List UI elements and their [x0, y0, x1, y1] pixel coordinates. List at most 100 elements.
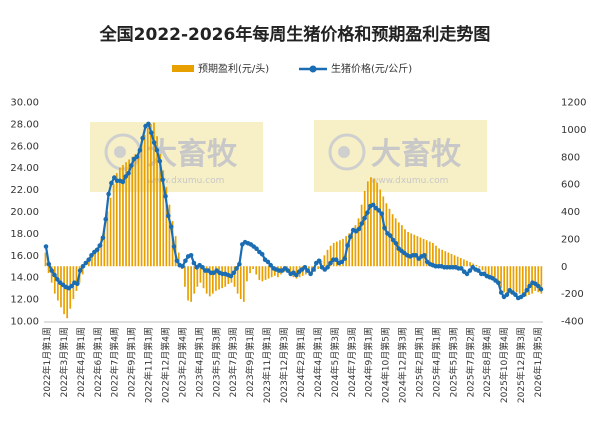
price-point	[228, 273, 234, 279]
profit-bar	[218, 266, 220, 290]
profit-bar	[100, 238, 103, 267]
profit-bar	[401, 225, 403, 267]
profit-bar	[60, 266, 62, 308]
price-point	[345, 243, 350, 248]
profit-bar	[75, 266, 78, 291]
price-point	[140, 135, 145, 141]
profit-bar	[503, 266, 506, 293]
profit-bar	[484, 266, 487, 274]
profit-bar	[196, 266, 199, 287]
x-tick-label: 2025年8月第4周	[481, 327, 493, 397]
y-left-tick-label: 18.00	[10, 229, 39, 240]
profit-bar	[57, 266, 59, 301]
price-point	[325, 265, 330, 270]
legend-price-label: 生猪价格(元/公斤)	[331, 62, 412, 75]
profit-bar	[335, 241, 338, 267]
profit-bar	[373, 178, 375, 267]
price-point	[328, 260, 333, 266]
profit-bar	[246, 266, 248, 282]
y-left-tick-label: 14.00	[10, 273, 39, 284]
x-tick-label: 2024年4月第1周	[312, 327, 324, 397]
x-tick-label: 2023年12月第3周	[278, 327, 290, 403]
profit-bar	[159, 154, 161, 267]
price-point	[166, 213, 171, 219]
price-point	[112, 175, 117, 180]
profit-bar	[162, 170, 165, 267]
x-tick-label: 2025年7月第2周	[464, 327, 476, 397]
price-point	[527, 283, 532, 289]
price-point	[538, 286, 544, 292]
x-tick-label: 2024年2月第1周	[295, 327, 307, 397]
y-right-tick-label: 600	[561, 180, 580, 191]
price-point	[69, 283, 74, 289]
profit-bar	[44, 252, 47, 267]
x-tick-label: 2024年12月第3周	[397, 327, 409, 403]
price-point	[75, 281, 80, 287]
profit-bar	[177, 252, 180, 267]
price-point	[356, 226, 362, 232]
price-point	[183, 258, 188, 264]
price-point	[157, 158, 163, 164]
profit-bar	[475, 264, 478, 267]
profit-bar	[258, 266, 261, 280]
price-point	[359, 221, 365, 226]
profit-bar	[490, 266, 493, 279]
price-point	[154, 147, 160, 153]
price-point	[467, 268, 473, 273]
profit-bar	[469, 262, 471, 267]
profit-bar	[444, 251, 447, 267]
profit-bar	[252, 266, 254, 269]
profit-bar	[363, 190, 366, 267]
price-point	[146, 121, 151, 127]
x-tick-label: 2025年4月第1周	[430, 327, 442, 397]
profit-bar	[425, 240, 428, 267]
price-point	[137, 147, 143, 153]
profit-bar	[463, 259, 465, 267]
profit-bar	[360, 204, 363, 267]
price-point	[163, 193, 168, 199]
price-point	[302, 265, 308, 270]
profit-bar	[97, 244, 100, 267]
profit-bar	[481, 266, 484, 271]
profit-bar	[53, 266, 56, 294]
price-point	[237, 261, 242, 267]
profit-bar	[432, 242, 434, 267]
x-tick-label: 2026年1月第5周	[532, 327, 544, 397]
y-right-tick-label: 0	[561, 262, 567, 273]
profit-bar	[326, 249, 329, 267]
profit-bar	[329, 245, 332, 267]
profit-bar	[521, 266, 524, 295]
price-point	[123, 174, 128, 179]
profit-bar	[115, 173, 118, 267]
price-point	[109, 180, 114, 186]
profit-bars	[44, 122, 543, 319]
profit-bar	[190, 266, 192, 302]
profit-bar	[63, 266, 65, 315]
profit-bar	[357, 218, 360, 267]
price-point	[498, 290, 504, 295]
x-axis: 2022年1月第1周 2022年3月第1周 2022年4月第1周 2022年6月第1周…	[41, 321, 544, 403]
profit-bar	[487, 266, 490, 276]
profit-bar	[128, 159, 130, 267]
legend-profit-swatch	[172, 65, 194, 72]
x-tick-label: 2025年10月第4周	[498, 327, 510, 403]
watermark-logo-icon	[328, 133, 366, 171]
profit-bar	[456, 256, 459, 267]
x-tick-label: 2023年2月第4周	[176, 327, 188, 397]
price-point	[535, 283, 541, 289]
profit-bar	[187, 266, 189, 301]
x-tick-label: 2023年7月第3周	[227, 327, 239, 397]
profit-bar	[534, 266, 537, 291]
y-left-tick-label: 26.00	[10, 141, 39, 152]
x-tick-label: 2022年6月第1周	[92, 327, 104, 397]
price-series	[43, 121, 544, 301]
profit-bar	[239, 266, 242, 300]
price-point	[365, 210, 370, 215]
watermark-logo-dot-icon	[114, 146, 126, 158]
watermark-right: www.dxumu.com 大畜牧 www.dxumu.com	[314, 120, 487, 192]
profit-bar	[208, 266, 211, 297]
y-right-tick-label: -400	[561, 317, 584, 328]
price-point	[259, 251, 265, 257]
profit-bar	[410, 233, 413, 267]
profit-bar	[416, 236, 419, 267]
